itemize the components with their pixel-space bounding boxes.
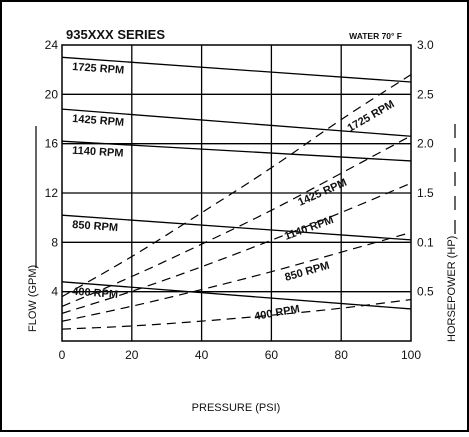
hp-curve-400-rpm xyxy=(61,298,412,330)
grid xyxy=(62,45,411,341)
flow-label: 400 RPM xyxy=(72,286,119,302)
hp-curve-1140-rpm xyxy=(61,182,412,314)
flow-label: 1725 RPM xyxy=(72,61,125,77)
y-tick-label-right: 2.0 xyxy=(417,137,434,151)
series-layer xyxy=(61,56,412,330)
flow-label: 850 RPM xyxy=(72,219,119,234)
y-tick-label-left: 16 xyxy=(45,137,59,151)
y-tick-label-left: 12 xyxy=(45,186,59,200)
flow-line-400-rpm xyxy=(61,281,412,310)
y-tick-label-left: 8 xyxy=(51,235,58,249)
flow-line-1725-rpm xyxy=(61,56,412,83)
chart-title: 935XXX SERIES xyxy=(66,27,165,42)
y-tick-label-right: 0.5 xyxy=(417,285,434,299)
flow-label: 1140 RPM xyxy=(72,145,124,160)
hp-curve-1425-rpm xyxy=(61,135,412,308)
plot-border xyxy=(61,44,412,342)
y-axis-label-left: FLOW (GPM) xyxy=(27,265,39,332)
condition-annotation: WATER 70° F xyxy=(349,31,402,41)
flow-line-1140-rpm xyxy=(61,140,412,162)
y-tick-label-left: 20 xyxy=(45,87,59,101)
flow-label: 1425 RPM xyxy=(72,113,125,129)
x-tick-label: 0 xyxy=(59,348,66,362)
y-tick-label-right: 1.5 xyxy=(417,186,434,200)
flow-line-1425-rpm xyxy=(61,108,412,137)
y-axis-label-right: HORSEPOWER (HP) xyxy=(446,236,458,342)
x-tick-label: 60 xyxy=(265,348,279,362)
x-tick-label: 80 xyxy=(335,348,349,362)
y-tick-label-left: 24 xyxy=(45,38,59,52)
x-tick-label: 40 xyxy=(195,348,209,362)
hp-curve-850-rpm xyxy=(61,231,412,322)
x-tick-label: 20 xyxy=(125,348,139,362)
x-axis-label: PRESSURE (PSI) xyxy=(192,402,281,414)
y-tick-label-right: 0.1 xyxy=(417,235,434,249)
flow-line-850-rpm xyxy=(61,214,412,241)
y-tick-label-left: 4 xyxy=(51,285,58,299)
x-tick-label: 100 xyxy=(401,348,421,362)
y-tick-label-right: 3.0 xyxy=(417,38,434,52)
y-tick-label-right: 2.5 xyxy=(417,87,434,101)
